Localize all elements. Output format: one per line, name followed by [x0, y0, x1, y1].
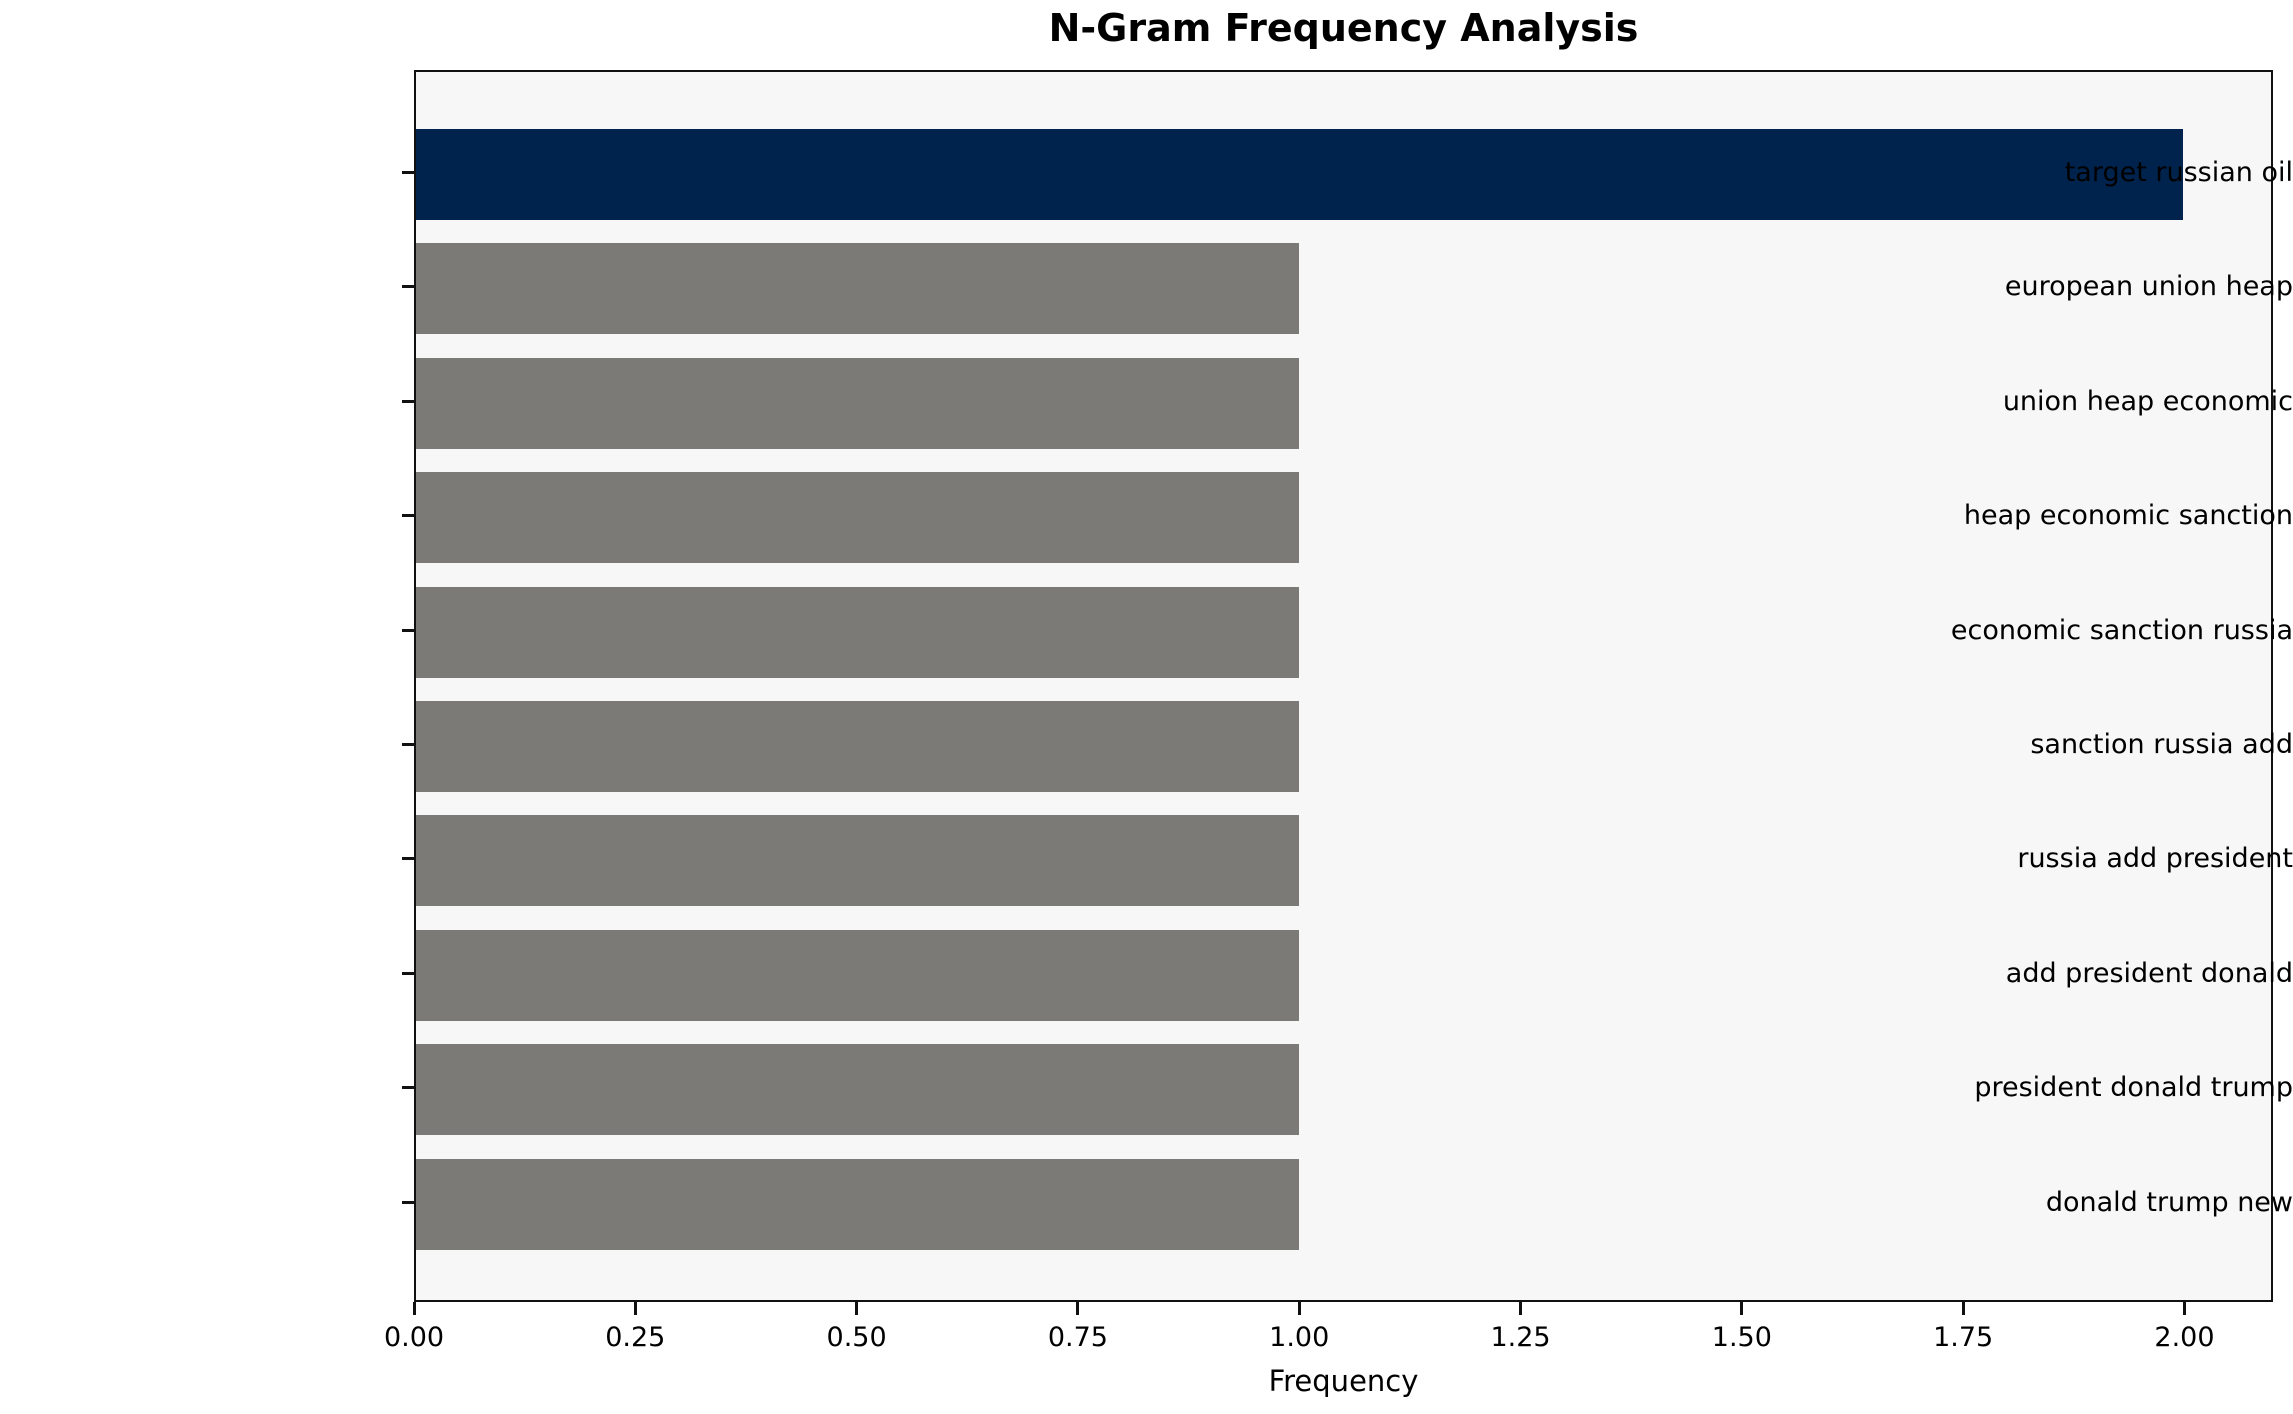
y-tick-label: add president donald: [2005, 957, 2293, 989]
y-tick-label: donald trump new: [2045, 1186, 2293, 1218]
bar-union-heap-economic: [416, 357, 1300, 449]
x-tick-mark: [1961, 1302, 1965, 1315]
y-tick-label: sanction russia add: [2030, 729, 2293, 760]
y-tick-mark: [402, 514, 414, 518]
x-tick-mark: [412, 1302, 416, 1315]
x-tick-label: 1.50: [1711, 1322, 1772, 1353]
x-tick-mark: [633, 1302, 637, 1315]
x-tick-mark: [1519, 1302, 1523, 1315]
y-tick-mark: [402, 857, 414, 861]
y-tick-label: russia add president: [2017, 843, 2293, 875]
y-tick-label: target russian oil: [2064, 157, 2293, 188]
bar-target-russian-oil: [416, 129, 2183, 220]
x-tick-label: 0.75: [1047, 1322, 1108, 1353]
bar-sanction-russia-add: [416, 701, 1300, 792]
x-axis-label: Frequency: [1268, 1364, 1419, 1398]
y-tick-label: president donald trump: [1974, 1072, 2293, 1104]
y-tick-mark: [402, 399, 414, 403]
x-tick-label: 1.25: [1490, 1322, 1551, 1353]
y-tick-mark: [402, 1200, 414, 1204]
x-tick-label: 0.25: [605, 1322, 666, 1353]
y-tick-label: economic sanction russia: [1950, 614, 2293, 646]
bar-add-president-donald: [416, 929, 1300, 1021]
chart-title: N-Gram Frequency Analysis: [1048, 6, 1639, 50]
y-tick-label: european union heap: [2004, 271, 2293, 303]
bar-president-donald-trump: [416, 1044, 1300, 1136]
x-tick-label: 1.00: [1269, 1322, 1330, 1353]
y-tick-label: union heap economic: [2002, 385, 2293, 417]
x-tick-mark: [855, 1302, 859, 1315]
x-tick-label: 1.75: [1933, 1322, 1994, 1353]
x-tick-mark: [1740, 1302, 1744, 1315]
y-tick-mark: [402, 1086, 414, 1090]
y-tick-label: heap economic sanction: [1963, 500, 2293, 532]
y-tick-mark: [402, 971, 414, 975]
x-tick-mark: [1297, 1302, 1301, 1315]
y-tick-mark: [402, 743, 414, 746]
y-tick-mark: [402, 285, 414, 289]
x-tick-label: 0.00: [383, 1322, 445, 1353]
plot-area: [414, 70, 2273, 1302]
bar-donald-trump-new: [416, 1158, 1300, 1250]
x-tick-mark: [2182, 1302, 2186, 1315]
x-tick-label: 0.50: [826, 1322, 887, 1353]
x-tick-label: 2.00: [2154, 1322, 2215, 1353]
bar-russia-add-president: [416, 815, 1300, 907]
x-tick-mark: [1076, 1302, 1080, 1315]
bar-heap-economic-sanction: [416, 472, 1300, 564]
bar-european-union-heap: [416, 243, 1300, 335]
y-tick-mark: [402, 171, 414, 174]
bar-economic-sanction-russia: [416, 586, 1300, 678]
y-tick-mark: [402, 628, 414, 632]
